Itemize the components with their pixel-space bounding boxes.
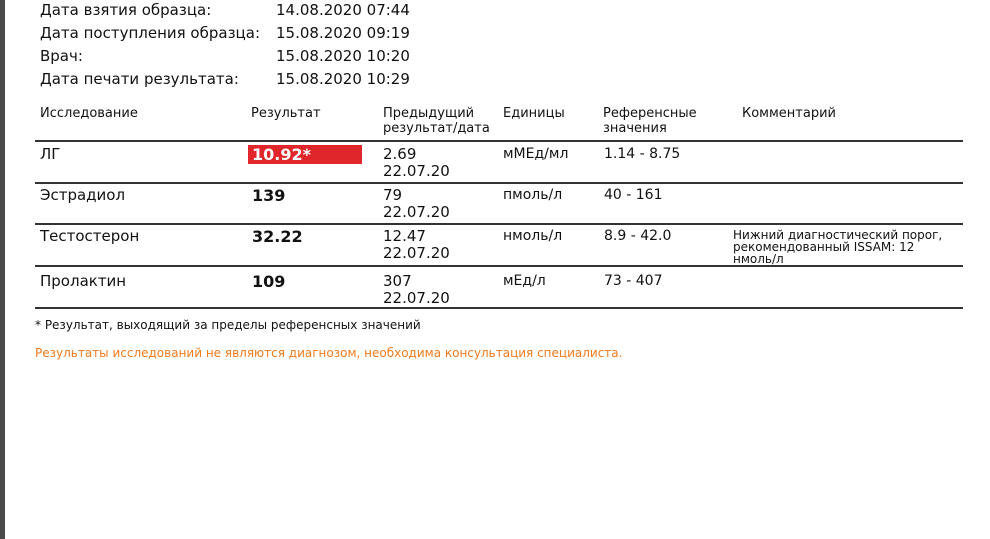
- info-value: 15.08.2020 10:29: [276, 70, 410, 88]
- info-label: Дата взятия образца:: [40, 1, 212, 19]
- info-label: Дата поступления образца:: [40, 24, 260, 42]
- reference-range: 73 - 407: [604, 273, 663, 289]
- prev-result: 2.69 22.07.20: [383, 145, 450, 180]
- info-label: Дата печати результата:: [40, 70, 239, 88]
- header-test: Исследование: [40, 106, 138, 121]
- comment: Нижний диагностический порог, рекомендова…: [733, 228, 943, 266]
- units: пмоль/л: [503, 187, 563, 203]
- units: мМЕд/мл: [503, 146, 569, 162]
- header-result: Результат: [251, 106, 321, 121]
- header-comment: Комментарий: [742, 106, 836, 121]
- divider: [35, 223, 963, 225]
- info-value: 15.08.2020 10:20: [276, 47, 410, 65]
- header-ref: Референсные значения: [603, 106, 697, 136]
- prev-result: 79 22.07.20: [383, 186, 450, 221]
- units: мЕд/л: [503, 273, 546, 289]
- footnote: * Результат, выходящий за пределы рефере…: [35, 318, 421, 332]
- test-name: ЛГ: [40, 145, 61, 163]
- info-label: Врач:: [40, 47, 83, 65]
- header-prev: Предыдущий результат/дата: [383, 106, 490, 136]
- test-name: Пролактин: [40, 272, 127, 290]
- reference-range: 1.14 - 8.75: [604, 146, 681, 162]
- result-value: 139: [252, 186, 286, 205]
- prev-result: 307 22.07.20: [383, 272, 450, 307]
- divider: [35, 307, 963, 309]
- reference-range: 8.9 - 42.0: [604, 228, 672, 244]
- units: нмоль/л: [503, 228, 563, 244]
- test-name: Тестостерон: [40, 227, 140, 245]
- divider: [35, 182, 963, 184]
- viewer-left-border: [0, 0, 5, 539]
- prev-result: 12.47 22.07.20: [383, 227, 450, 262]
- divider: [35, 140, 963, 142]
- reference-range: 40 - 161: [604, 187, 663, 203]
- info-value: 15.08.2020 09:19: [276, 24, 410, 42]
- disclaimer: Результаты исследований не являются диаг…: [35, 346, 623, 360]
- header-units: Единицы: [503, 106, 565, 121]
- info-value: 14.08.2020 07:44: [276, 1, 410, 19]
- test-name: Эстрадиол: [40, 186, 126, 204]
- divider: [35, 265, 963, 267]
- result-value-flagged: 10.92*: [248, 145, 362, 164]
- result-value: 109: [252, 272, 286, 291]
- result-value: 32.22: [252, 227, 303, 246]
